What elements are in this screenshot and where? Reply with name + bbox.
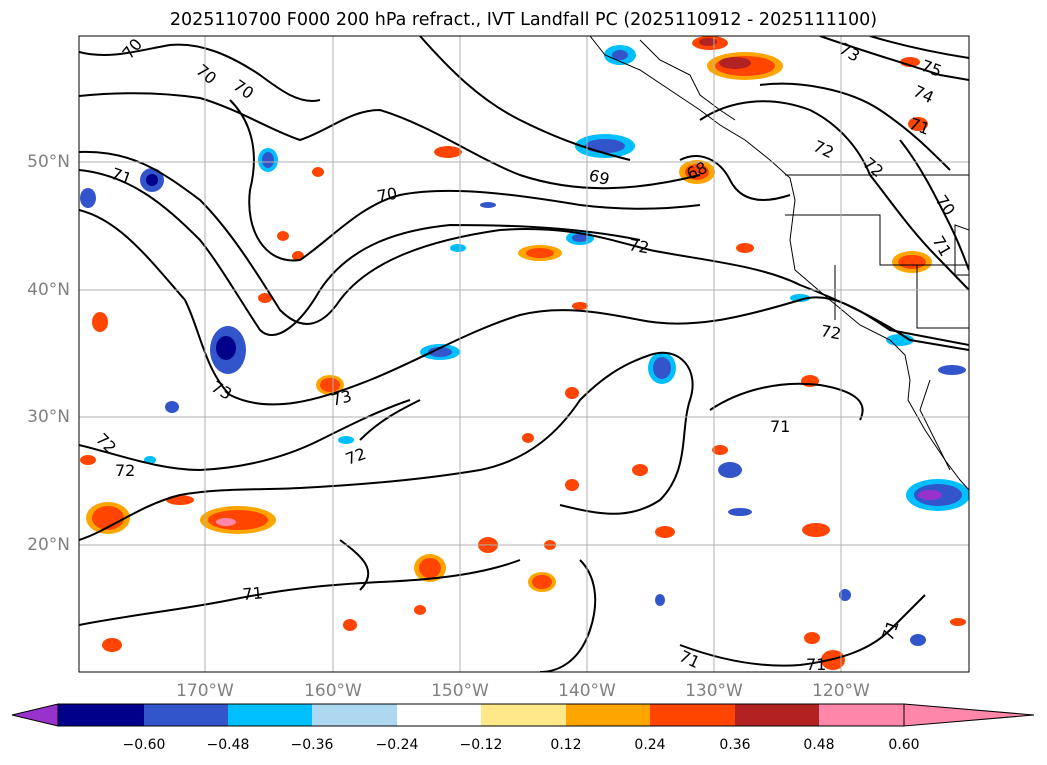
lon-label: 140°W [558,681,616,701]
colorbar-swatch [58,704,144,726]
colorbar-swatch [397,704,481,726]
colorbar-extend-min [11,703,59,727]
colorbar-swatch [144,704,228,726]
contour-label: 69 [587,166,612,190]
graticule [79,36,969,672]
colorbar-swatch [735,704,819,726]
lon-label: 170°W [176,681,234,701]
colorbar-swatch [228,704,312,726]
contour-label: 72 [627,235,650,257]
colorbar-tick-label: 0.60 [888,737,920,753]
colorbar-tick-label: −0.12 [459,737,503,753]
contour-label: 71 [806,655,826,674]
colorbar-tick-label: 0.36 [719,737,751,753]
colorbar-swatch [650,704,735,726]
contour-label: 71 [242,583,264,604]
refractivity-contours [79,36,969,672]
lon-label: 120°W [812,681,870,701]
lon-label: 150°W [431,681,489,701]
colorbar-tick-label: −0.24 [375,737,419,753]
colorbar-extend-max [903,703,1035,727]
colorbar-swatch [819,704,904,726]
contour-label: 72 [115,461,135,480]
map-frame [78,35,970,673]
colorbar-swatch [481,704,566,726]
colorbar-tick-label: 0.24 [634,737,666,753]
lon-label: 130°W [685,681,743,701]
coastline [589,36,969,491]
colorbar-swatch [312,704,397,726]
colorbar-tick-label: 0.12 [550,737,582,753]
colorbar-tick-label: −0.36 [290,737,334,753]
lon-label: 160°W [304,681,362,701]
lat-label: 30°N [27,407,70,427]
colorbar-swatch [566,704,650,726]
map-title: 2025110700 F000 200 hPa refract., IVT La… [169,10,878,30]
contour-label: 71 [770,417,790,436]
lat-label: 40°N [27,280,70,300]
lat-label: 50°N [27,152,70,172]
colorbar-tick-label: 0.48 [803,737,835,753]
colorbar [11,703,1035,727]
colorbar-tick-label: −0.48 [206,737,250,753]
contour-label: 70 [375,184,398,206]
contour-label: 72 [819,321,842,343]
contour-label: 73 [329,386,354,410]
lat-label: 20°N [27,535,70,555]
colorbar-tick-label: −0.60 [122,737,166,753]
